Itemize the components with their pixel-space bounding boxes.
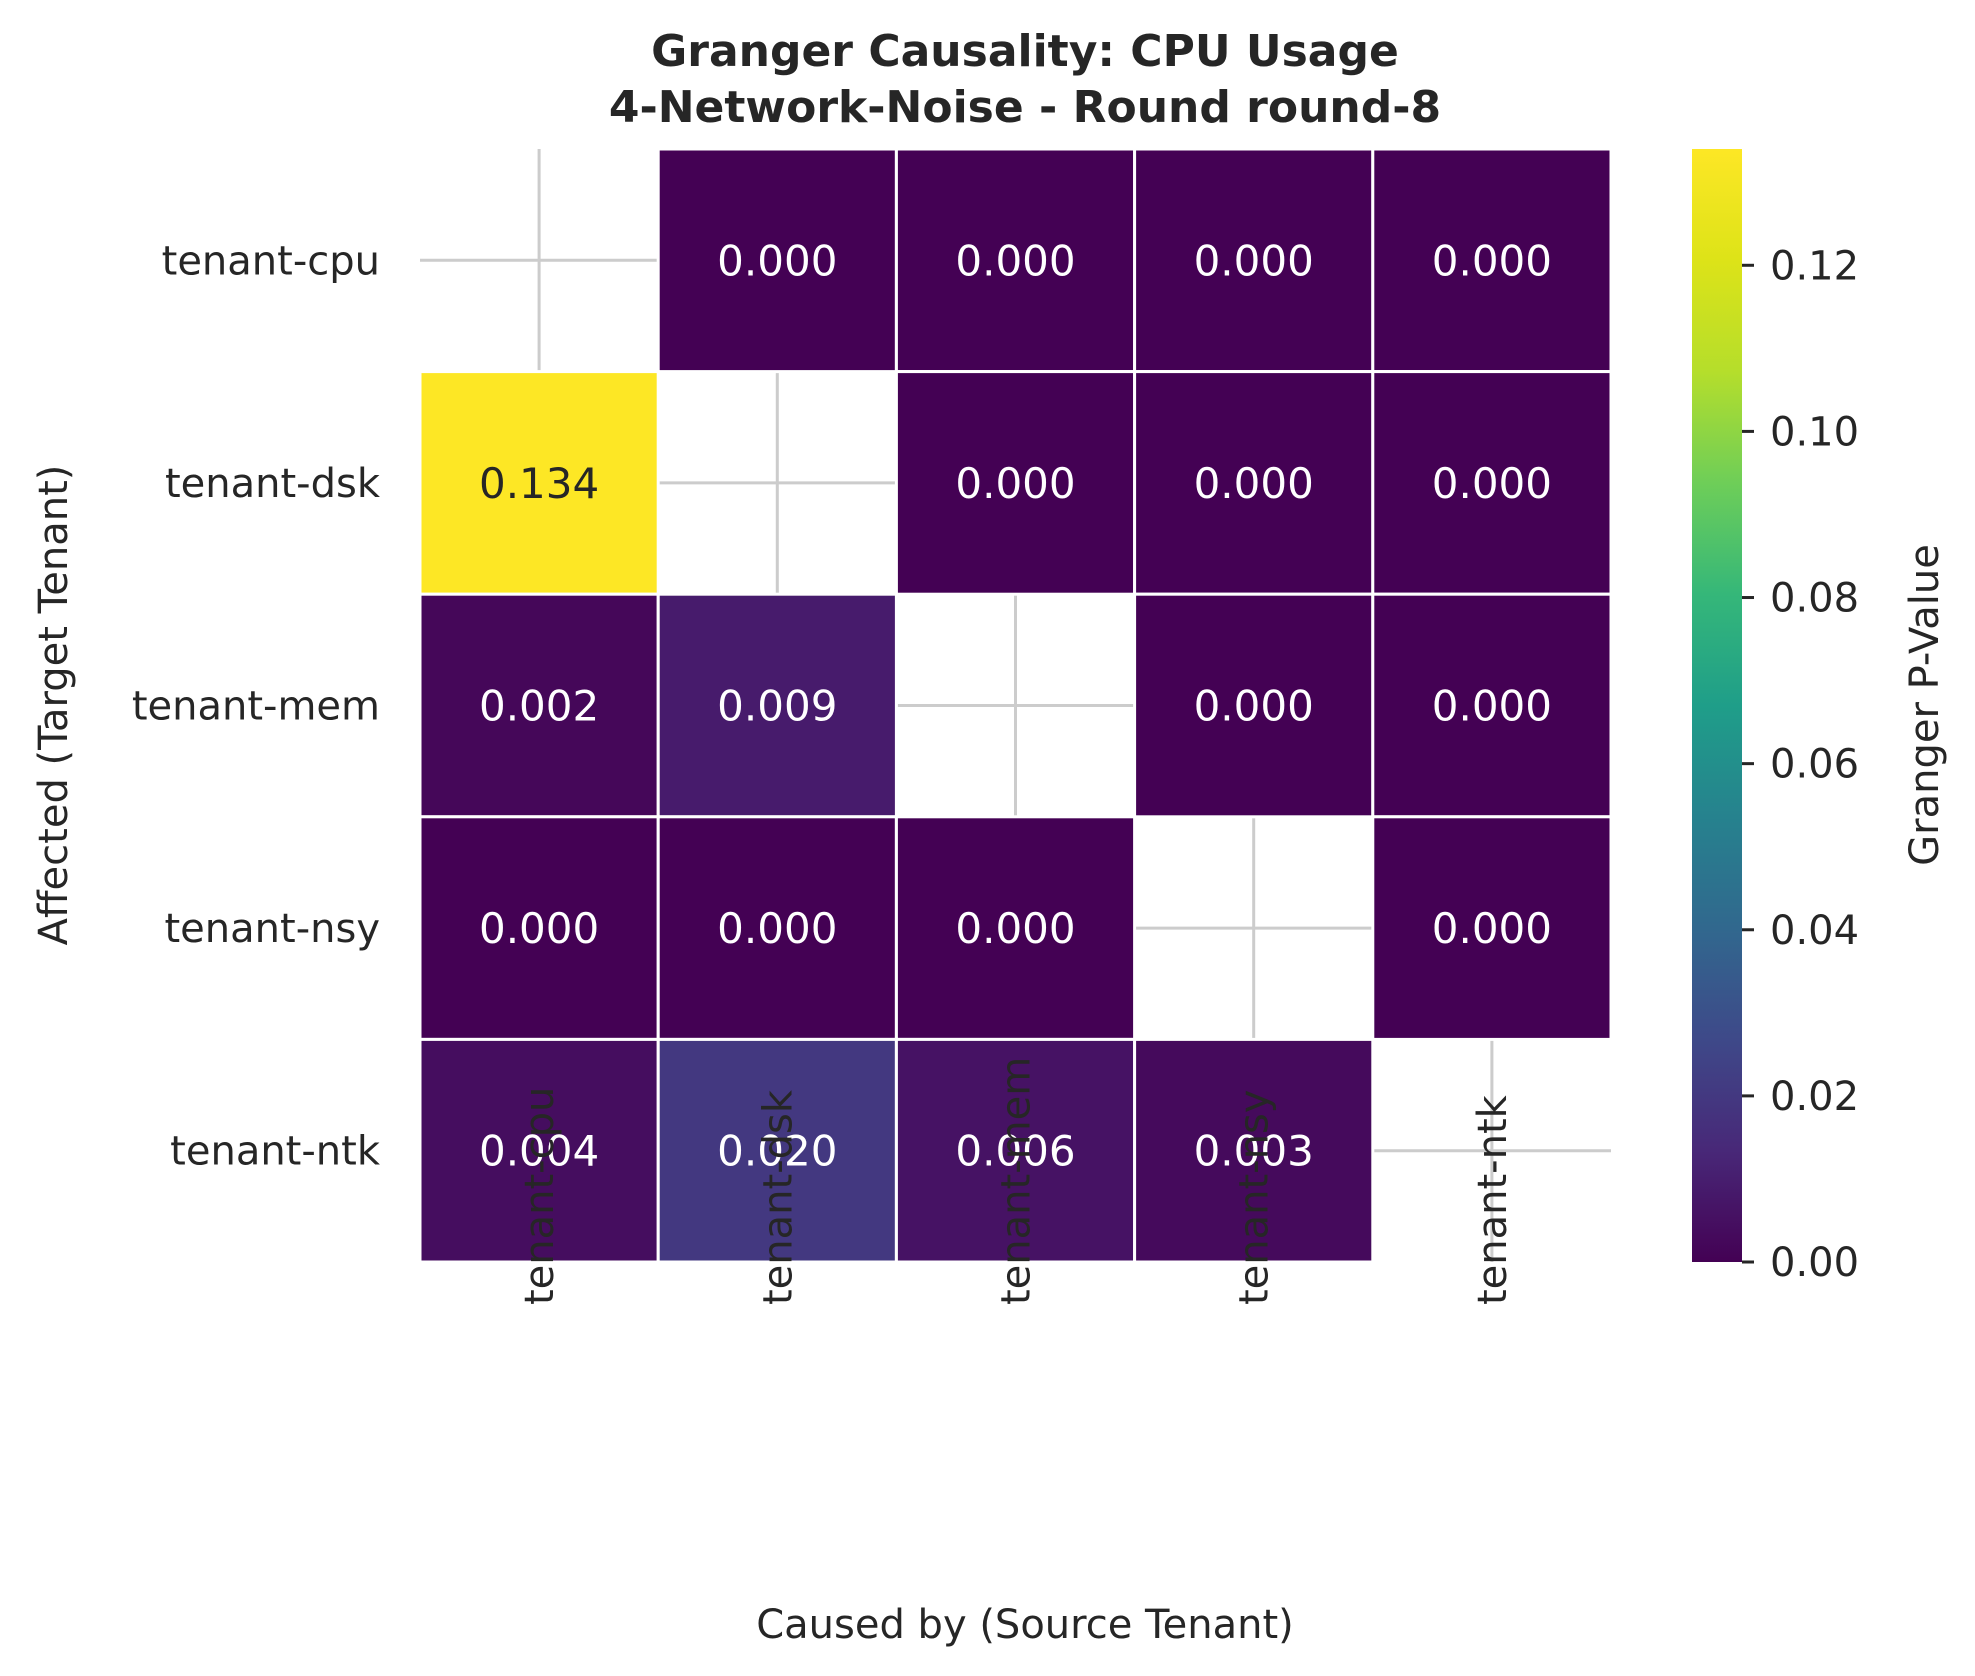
heatmap-cell <box>894 815 1137 1041</box>
cell-value-label: 0.009 <box>717 682 837 731</box>
y-tick-labels: tenant-cpu tenant-dsk tenant-mem tenant-nsy… <box>132 238 381 1174</box>
cell-value-label: 0.000 <box>1194 459 1314 508</box>
cell-value-label: 0.000 <box>1432 682 1552 731</box>
heatmap-cell <box>656 592 898 819</box>
missing-cell-markers <box>420 149 1611 1262</box>
cell-value-label: 0.000 <box>955 904 1075 953</box>
heatmap-cell <box>1133 1037 1375 1264</box>
heatmap-cell <box>418 815 660 1041</box>
colorbar-tick-label: 0.08 <box>1770 576 1859 622</box>
x-tick-label: tenant-nsy <box>1232 1090 1278 1306</box>
chart-title-line2: 4-Network-Noise - Round round-8 <box>609 82 1441 133</box>
colorbar-label: Granger P-Value <box>1902 544 1948 866</box>
heatmap-cell <box>1371 147 1613 374</box>
heatmap-cell <box>1133 592 1375 819</box>
heatmap-cell <box>418 592 660 819</box>
cell-value-label: 0.003 <box>1194 1127 1314 1176</box>
cell-value-label: 0.006 <box>955 1127 1075 1176</box>
cell-value-label: 0.000 <box>1194 236 1314 285</box>
heatmap-cells: 0.000 0.000 0.000 0.000 0.134 0.000 0.000 0.000… <box>418 147 1613 1264</box>
colorbar-tick-label: 0.10 <box>1770 409 1859 455</box>
heatmap-cell <box>418 1037 660 1264</box>
colorbar-ticks: 0.00 0.02 0.04 0.06 0.08 0.10 0.12 <box>1742 243 1859 1286</box>
x-tick-labels: tenant-cpu tenant-dsk tenant-mem tenant-nsy… <box>517 1057 1516 1305</box>
y-tick-label: tenant-cpu <box>162 238 380 284</box>
colorbar-tick-label: 0.06 <box>1770 742 1859 788</box>
cell-value-label: 0.000 <box>955 236 1075 285</box>
colorbar-tick-label: 0.02 <box>1770 1074 1859 1120</box>
x-tick-label: tenant-ntk <box>1470 1094 1516 1305</box>
cell-value-label: 0.000 <box>479 904 599 953</box>
cell-value-label: 0.000 <box>955 459 1075 508</box>
cell-value-label: 0.002 <box>479 682 599 731</box>
heatmap-cell <box>1371 815 1613 1041</box>
cell-value-label: 0.000 <box>717 904 837 953</box>
y-tick-label: tenant-nsy <box>165 906 381 952</box>
colorbar-tick-label: 0.12 <box>1770 243 1859 289</box>
colorbar-tick-label: 0.00 <box>1770 1240 1859 1286</box>
cell-value-label: 0.000 <box>1432 904 1552 953</box>
cell-value-label: 0.000 <box>717 236 837 285</box>
y-tick-label: tenant-ntk <box>170 1129 381 1175</box>
colorbar-tick-label: 0.04 <box>1770 908 1859 954</box>
cell-value-label: 0.000 <box>1432 459 1552 508</box>
y-tick-label: tenant-dsk <box>165 461 381 507</box>
heatmap-cell <box>418 370 660 596</box>
heatmap-cell <box>894 147 1137 374</box>
colorbar <box>1692 149 1742 1262</box>
cell-value-label: 0.000 <box>1194 682 1314 731</box>
heatmap-cell <box>1133 370 1375 596</box>
x-tick-label: tenant-mem <box>994 1057 1040 1305</box>
heatmap-cell <box>894 370 1137 596</box>
heatmap-cell <box>1371 370 1613 596</box>
x-axis-label: Caused by (Source Tenant) <box>756 1602 1294 1648</box>
x-tick-label: tenant-cpu <box>517 1087 563 1305</box>
y-axis-label: Affected (Target Tenant) <box>31 465 77 946</box>
cell-value-label: 0.134 <box>479 459 599 508</box>
cell-value-label: 0.020 <box>717 1127 837 1176</box>
cell-value-label: 0.004 <box>479 1127 599 1176</box>
heatmap-cell <box>656 1037 898 1264</box>
heatmap-cell <box>894 1037 1137 1264</box>
chart-title-line1: Granger Causality: CPU Usage <box>651 26 1399 77</box>
cell-value-label: 0.000 <box>1432 236 1552 285</box>
y-tick-label: tenant-mem <box>132 684 380 730</box>
x-tick-label: tenant-dsk <box>755 1089 801 1305</box>
